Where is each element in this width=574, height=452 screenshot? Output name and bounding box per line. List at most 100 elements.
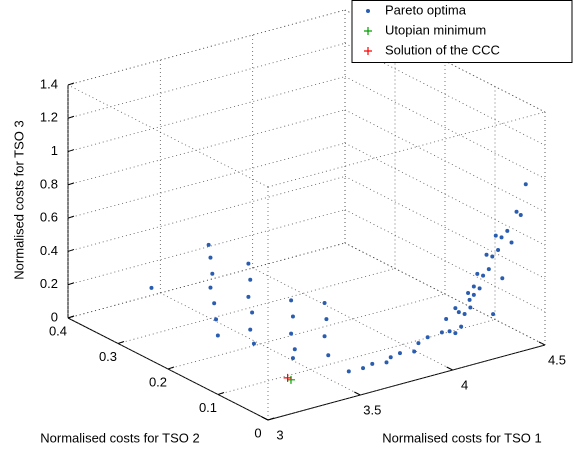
point [208, 285, 213, 290]
x-axis [267, 344, 546, 421]
y-tick-label: 0 [254, 425, 261, 440]
z-tick-label: 0.2 [40, 276, 58, 291]
y-tick-label: 0.4 [49, 323, 67, 338]
legend-label: Solution of the CCC [385, 42, 500, 57]
point [370, 361, 375, 366]
grid-line [167, 293, 446, 370]
point [481, 273, 486, 278]
legend: Pareto optima Utopian minimum Solution of … [351, 0, 573, 63]
x-tick-label: 3.5 [363, 402, 381, 417]
point [250, 310, 255, 315]
point [444, 316, 449, 321]
z-tick [67, 315, 75, 319]
z-tick-label: 0.8 [40, 176, 58, 191]
x-axis-label: Normalised costs for TSO 1 [382, 430, 541, 445]
y-tick [267, 417, 275, 421]
grid-line [67, 109, 346, 186]
y-tick-label: 0.3 [99, 349, 117, 364]
z-tick [67, 115, 75, 119]
grid-line [252, 267, 453, 371]
point [514, 209, 519, 214]
grid-line [67, 76, 346, 152]
y-axis-label: Normalised costs for TSO 2 [40, 430, 199, 445]
point [493, 233, 498, 238]
x-tick-label: 4 [461, 377, 468, 392]
point [500, 276, 505, 281]
grid-line [344, 42, 546, 146]
grid-line [67, 209, 346, 286]
y-tick-label: 0.1 [199, 400, 217, 415]
point [322, 300, 327, 305]
y-tick [167, 366, 175, 370]
grid-line [344, 209, 546, 313]
point [453, 306, 458, 311]
grid-line [67, 9, 346, 86]
point [471, 292, 476, 297]
point [210, 271, 215, 276]
point [425, 335, 430, 340]
legend-label: Utopian minimum [385, 22, 486, 37]
box-edge [267, 111, 546, 188]
point [486, 267, 491, 272]
grid-line [344, 76, 546, 179]
point [439, 330, 444, 335]
y-tick [217, 392, 225, 395]
point [523, 182, 528, 187]
legend-marker [364, 27, 372, 35]
point [505, 228, 510, 233]
point [388, 355, 393, 360]
point [397, 351, 402, 356]
point [496, 248, 501, 253]
legend-marker [364, 47, 372, 55]
point [246, 261, 251, 266]
z-tick [67, 182, 75, 186]
z-tick-label: 0 [51, 309, 58, 324]
point [289, 298, 294, 303]
point [346, 369, 351, 374]
grid-line [117, 268, 396, 344]
point [215, 333, 220, 338]
point [509, 240, 514, 245]
point [292, 347, 297, 352]
point [149, 285, 154, 290]
point [447, 329, 452, 334]
point [286, 375, 295, 384]
point [322, 334, 327, 339]
point [384, 360, 389, 365]
z-tick-label: 0.4 [40, 243, 58, 258]
z-axis-label: Normalised costs for TSO 3 [11, 120, 26, 279]
point [206, 242, 211, 247]
point [453, 331, 458, 336]
z-tick-label: 0.6 [40, 210, 58, 225]
point [416, 341, 421, 346]
grid-line [344, 242, 546, 346]
point [490, 254, 495, 259]
point [467, 297, 472, 302]
point [412, 349, 417, 354]
point [484, 252, 489, 257]
point [324, 317, 329, 322]
point [290, 356, 295, 361]
point [471, 284, 476, 289]
point [248, 277, 253, 282]
point [212, 301, 217, 306]
point [214, 317, 219, 322]
point [251, 341, 256, 346]
z-tick [67, 82, 75, 86]
z-tick-label: 1 [51, 143, 58, 158]
x-tick [538, 341, 546, 346]
grid-line [67, 176, 346, 252]
point [459, 324, 464, 329]
grid-line [217, 319, 496, 395]
x-tick-label: 4.5 [548, 352, 566, 367]
point [462, 311, 467, 316]
point [466, 290, 471, 295]
point [283, 373, 292, 382]
grid-line [67, 42, 346, 119]
legend-label: Pareto optima [385, 2, 467, 17]
legend-marker [366, 9, 370, 13]
grid-line [67, 142, 346, 219]
grid-line [344, 109, 546, 213]
x-tick-label: 3 [276, 427, 283, 442]
